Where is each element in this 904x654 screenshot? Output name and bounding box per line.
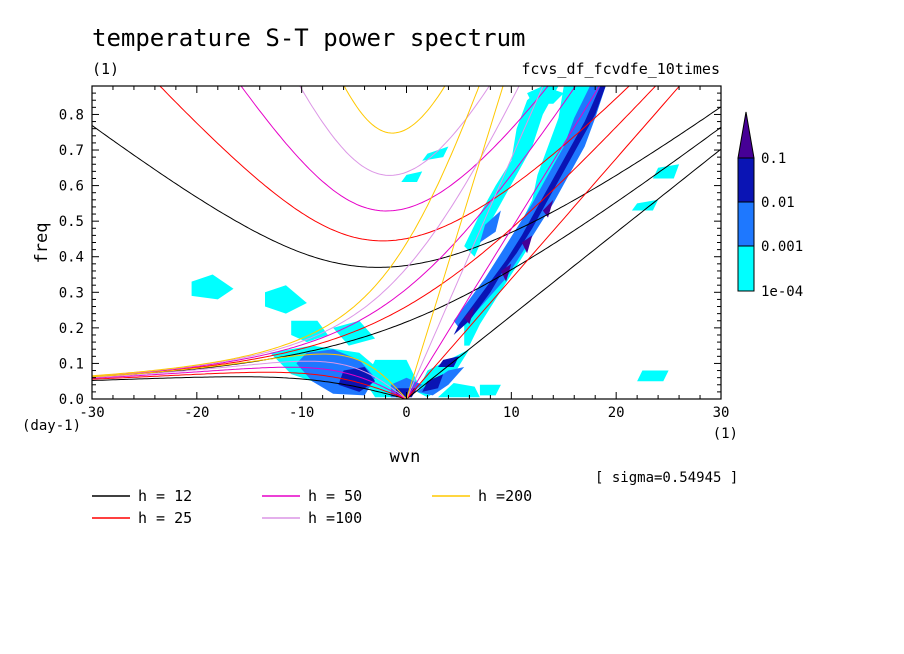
- y-tick-label: 0.7: [59, 143, 84, 159]
- navy-region-4: [453, 86, 606, 335]
- legend-label: h = 12: [138, 487, 192, 505]
- mrg-curve-h200: [92, 86, 480, 377]
- mrg-curve-h12: [92, 126, 721, 378]
- y-unit-label: (day-1): [22, 418, 81, 434]
- x-unit-label: (1): [713, 426, 738, 442]
- y-tick-label: 0.5: [59, 214, 84, 230]
- plot-area: [92, 86, 721, 399]
- colorbar-level-label: 0.01: [761, 195, 795, 211]
- y-tick-label: 0.4: [59, 250, 84, 266]
- kelvin-curve-h50: [406, 86, 601, 399]
- x-tick-label: -10: [289, 405, 314, 421]
- ig1-curve-h50: [240, 86, 549, 212]
- kelvin-curve-h25: [406, 86, 681, 399]
- x-tick-label: 20: [608, 405, 625, 421]
- colorbar-segment-0: [737, 245, 755, 292]
- legend-label: h = 50: [308, 487, 362, 505]
- chart-subtitle-left: (1): [92, 60, 119, 78]
- x-tick-label: 0: [402, 405, 410, 421]
- blue-region-3: [453, 86, 606, 328]
- cyan-region-1: [265, 285, 307, 314]
- ig1-curve-h100: [299, 86, 490, 176]
- legend-label: h =100: [308, 509, 362, 527]
- legend-label: h = 25: [138, 509, 192, 527]
- y-tick-label: 0.0: [59, 392, 84, 408]
- colorbar-segment-2: [737, 157, 755, 203]
- cyan-region-12: [631, 199, 659, 211]
- navy-region-3: [438, 356, 459, 367]
- cyan-region-7: [438, 383, 480, 398]
- cyan-region-2: [291, 320, 328, 343]
- kelvin-curve-h200: [406, 86, 504, 399]
- x-axis-label: wvn: [390, 447, 421, 467]
- cyan-region-9: [464, 86, 559, 257]
- cyan-region-16: [479, 384, 501, 396]
- cyan-region-0: [191, 274, 234, 300]
- y-tick-label: 0.2: [59, 321, 84, 337]
- purple-region-0: [464, 306, 475, 325]
- rossby-curve-h100: [92, 360, 407, 399]
- spectral-shading: [191, 86, 680, 398]
- y-tick-label: 0.3: [59, 285, 84, 301]
- chart-subtitle-right: fcvs_df_fcvdfe_10times: [521, 60, 720, 78]
- mrg-curve-h50: [92, 86, 577, 377]
- purple-region-3: [542, 199, 554, 218]
- colorbar-level-label: 0.001: [761, 239, 803, 255]
- colorbar-extend-triangle: [737, 111, 755, 159]
- legend: h = 12 h = 25 h = 50 h =100 h =200: [92, 487, 532, 527]
- sigma-annotation: [ sigma=0.54945 ]: [595, 470, 738, 486]
- y-axis-label: freq: [32, 223, 52, 264]
- x-tick-label: -20: [184, 405, 209, 421]
- rossby-curve-h200: [92, 353, 407, 399]
- rossby-curve-h50: [92, 366, 407, 399]
- y-tick-label: 0.6: [59, 179, 84, 195]
- rossby-curve-h12: [92, 376, 407, 399]
- x-tick-label: 10: [503, 405, 520, 421]
- colorbar: 1e-04 0.001 0.01 0.1: [737, 111, 803, 300]
- colorbar-segment-1: [737, 201, 755, 247]
- x-tick-label: 30: [713, 405, 730, 421]
- legend-label: h =200: [478, 487, 532, 505]
- colorbar-level-label: 0.1: [761, 151, 786, 167]
- y-tick-label: 0.1: [59, 356, 84, 372]
- dispersion-curves: [92, 86, 721, 399]
- rossby-curve-h25: [92, 371, 407, 399]
- axis-ticks: -30 -20 -10 0 10 20 30 0.0 0.1 0.2 0.3 0.4 0.5 0.6 0.7…: [59, 86, 730, 421]
- chart-title: temperature S-T power spectrum: [92, 24, 525, 52]
- cyan-region-15: [637, 370, 669, 382]
- colorbar-level-label: 1e-04: [761, 284, 803, 300]
- mrg-curve-h25: [92, 86, 657, 378]
- ig1-curve-h200: [343, 86, 446, 134]
- purple-region-2: [521, 235, 533, 254]
- ig1-curve-h25: [159, 86, 630, 242]
- ig1-curve-h12: [92, 106, 721, 268]
- kelvin-curve-h100: [406, 86, 544, 399]
- blue-region-4: [479, 210, 501, 243]
- y-tick-label: 0.8: [59, 107, 84, 123]
- cyan-region-10: [527, 86, 564, 104]
- cyan-region-14: [401, 171, 423, 182]
- kelvin-curve-h12: [406, 148, 721, 399]
- x-tick-label: -30: [79, 405, 104, 421]
- cyan-region-11: [652, 164, 680, 179]
- navy-region-2: [422, 374, 444, 392]
